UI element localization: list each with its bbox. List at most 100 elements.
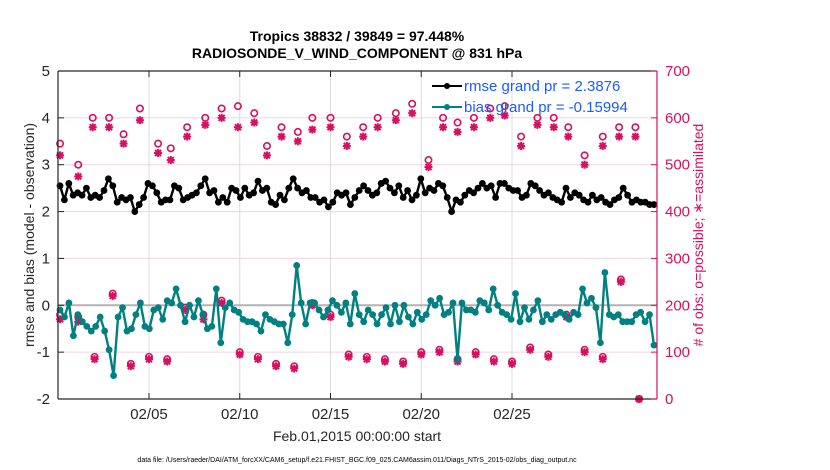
asterisk-center bbox=[582, 349, 587, 355]
bias-point bbox=[409, 320, 417, 328]
rmse-point bbox=[408, 196, 416, 204]
bias-point bbox=[547, 315, 555, 323]
obs-possible-point bbox=[183, 123, 192, 132]
bias-point bbox=[320, 313, 327, 321]
obs-assimilated-point bbox=[308, 125, 317, 134]
rmse-point bbox=[487, 182, 495, 190]
bias-point bbox=[480, 299, 488, 307]
bias-point bbox=[324, 306, 332, 314]
rmse-point bbox=[479, 180, 486, 187]
rmse-point bbox=[61, 196, 68, 204]
rmse-point bbox=[232, 187, 240, 194]
obs-assimilated-point bbox=[471, 350, 480, 359]
obs-assimilated-point bbox=[631, 132, 640, 141]
rmse-point bbox=[281, 196, 288, 204]
x-tick-label: 02/10 bbox=[221, 406, 259, 423]
obs-assimilated-point bbox=[342, 141, 351, 150]
obs-assimilated-point bbox=[201, 120, 210, 129]
bias-point bbox=[597, 339, 604, 347]
obs-assimilated-point bbox=[344, 352, 353, 361]
rmse-point bbox=[492, 194, 499, 201]
asterisk-center bbox=[518, 143, 524, 149]
rmse-point bbox=[395, 182, 403, 190]
bias-point bbox=[87, 327, 95, 335]
rmse-point bbox=[311, 194, 319, 201]
rmse-point bbox=[474, 184, 482, 192]
obs-assimilated-point bbox=[486, 113, 495, 122]
obs-assimilated-point bbox=[391, 116, 400, 125]
obs-assimilated-point bbox=[326, 313, 335, 321]
bias-point bbox=[637, 308, 645, 316]
obs-assimilated-point bbox=[253, 355, 262, 364]
obs-assimilated-point bbox=[272, 362, 281, 371]
y-tick-label: -2 bbox=[37, 391, 50, 408]
obs-assimilated-point bbox=[435, 348, 444, 357]
asterisk-center bbox=[90, 125, 95, 130]
rmse-point bbox=[430, 187, 438, 194]
bias-point bbox=[154, 304, 162, 312]
y-tick-label: 0 bbox=[42, 297, 50, 314]
bias-point bbox=[235, 308, 243, 316]
obs-assimilated-point bbox=[544, 352, 553, 361]
bias-point bbox=[217, 339, 225, 347]
bias-point bbox=[199, 311, 207, 319]
bias-point bbox=[302, 320, 310, 328]
bias-point bbox=[583, 299, 591, 307]
bias-point bbox=[226, 299, 234, 307]
bias-point bbox=[114, 313, 122, 321]
asterisk-center bbox=[57, 153, 63, 158]
bias-point bbox=[346, 320, 354, 328]
asterisk-center bbox=[184, 134, 190, 139]
obs-assimilated-point bbox=[564, 132, 573, 141]
obs-assimilated-point bbox=[439, 123, 448, 132]
obs-assimilated-point bbox=[508, 359, 516, 368]
bias-point bbox=[92, 322, 100, 330]
bias-point bbox=[78, 318, 86, 326]
obs-possible-point bbox=[391, 109, 400, 118]
asterisk-center bbox=[600, 143, 605, 149]
bias-point bbox=[65, 299, 73, 307]
bias-point bbox=[360, 318, 368, 326]
rmse-point bbox=[364, 187, 372, 194]
chart-title: Tropics 38832 / 39849 = 97.448% bbox=[250, 28, 465, 44]
rmse-point bbox=[113, 198, 121, 206]
rmse-point bbox=[443, 194, 451, 201]
y-tick-label: 5 bbox=[42, 63, 50, 80]
rmse-point bbox=[351, 194, 359, 201]
y-axis-label-right: # of obs: o=possible; ∗=assimilated bbox=[690, 124, 706, 347]
obs-possible-point bbox=[598, 132, 607, 141]
bias-point bbox=[342, 299, 350, 307]
obs-possible-point bbox=[359, 123, 368, 132]
obs-assimilated-point bbox=[163, 357, 172, 366]
asterisk-center bbox=[255, 356, 261, 362]
bias-point bbox=[132, 311, 140, 319]
asterisk-center bbox=[455, 129, 460, 135]
asterisk-center bbox=[121, 141, 126, 146]
asterisk-center bbox=[346, 354, 351, 360]
asterisk-center bbox=[419, 352, 424, 357]
bias-point bbox=[382, 304, 390, 312]
asterisk-center bbox=[344, 143, 350, 149]
asterisk-center bbox=[437, 349, 442, 355]
obs-assimilated-point bbox=[135, 116, 144, 125]
x-tick-label: 02/20 bbox=[402, 406, 440, 423]
bias-point bbox=[279, 320, 287, 328]
rmse-point bbox=[597, 194, 605, 201]
rmse-point bbox=[386, 184, 394, 192]
rmse-point bbox=[166, 196, 174, 204]
rmse-point bbox=[439, 182, 447, 190]
y-tick-label-right: 700 bbox=[665, 63, 690, 80]
rmse-point bbox=[501, 180, 508, 187]
bias-point bbox=[543, 311, 551, 319]
rmse-point bbox=[105, 175, 112, 183]
asterisk-center bbox=[502, 113, 507, 118]
bias-point bbox=[436, 294, 444, 302]
legend-bias-marker bbox=[444, 104, 450, 110]
bias-point bbox=[369, 311, 377, 319]
bias-point bbox=[404, 313, 412, 321]
rmse-point bbox=[562, 184, 570, 192]
asterisk-center bbox=[137, 118, 143, 123]
obs-possible-point bbox=[217, 104, 226, 113]
y-tick-label-right: 200 bbox=[665, 297, 690, 314]
obs-possible-point bbox=[233, 102, 242, 111]
